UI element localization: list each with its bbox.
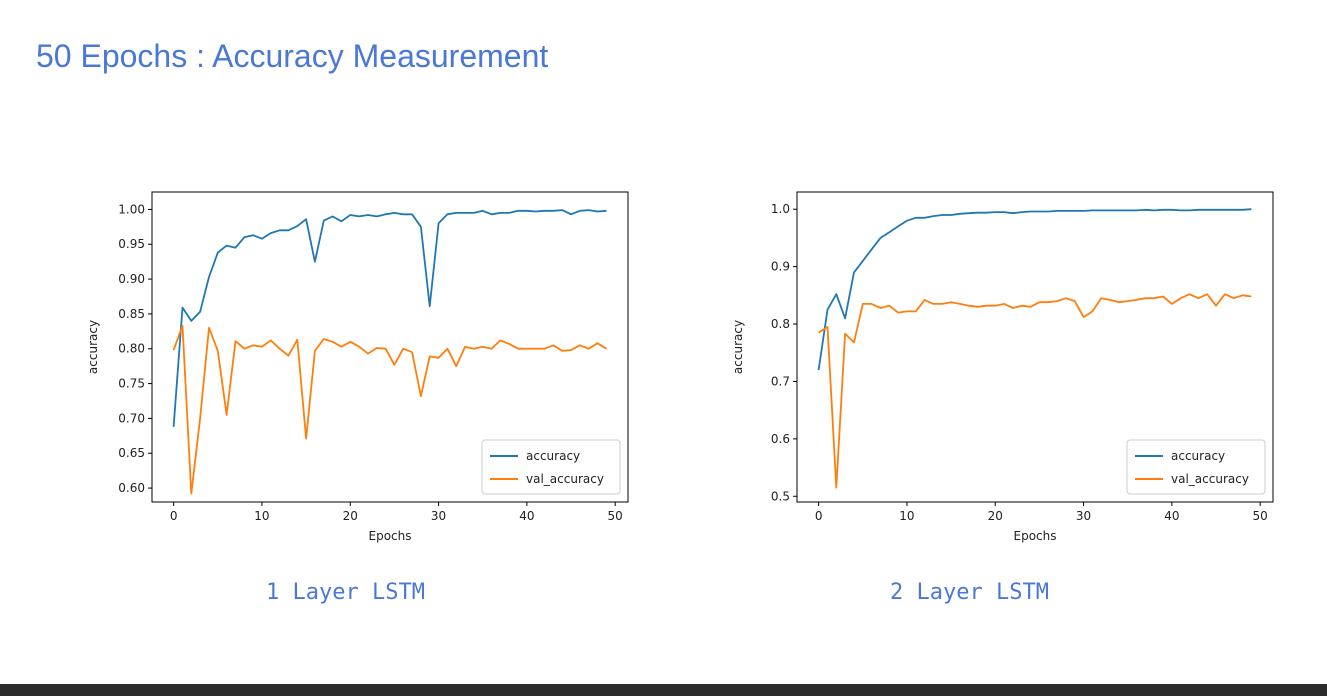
y-tick-label: 0.90: [118, 272, 145, 286]
y-axis-label: accuracy: [86, 320, 100, 374]
accuracy-chart-2: 0 10 20 30 40 50 0.5 0.6 0.7 0.8 0.9 1.0 Epochs accur…: [731, 191, 1274, 543]
chart-2-layer-lstm: 0 10 20 30 40 50 0.5 0.6 0.7 0.8 0.9 1.0 Epochs accur…: [705, 160, 1305, 560]
y-tick-label: 0.5: [771, 489, 790, 503]
x-tick-label: 10: [899, 509, 914, 523]
legend-label-accuracy: accuracy: [526, 449, 580, 463]
x-tick-label: 30: [431, 509, 446, 523]
legend-label-val_accuracy: val_accuracy: [526, 472, 604, 486]
y-tick-label: 0.7: [771, 374, 790, 388]
accuracy-chart-1: 0 10 20 30 40 50 0.60 0.65 0.70 0.75 0.80 0.85 0.90 0…: [86, 191, 629, 543]
plot-frame: [151, 191, 629, 503]
x-tick-label: 0: [170, 509, 178, 523]
x-tick-label: 30: [1076, 509, 1091, 523]
caption-2-layer-lstm: 2 Layer LSTM: [890, 580, 1049, 605]
x-tick-label: 40: [1164, 509, 1179, 523]
legend-label-accuracy: accuracy: [1171, 449, 1225, 463]
legend-box: [1126, 439, 1266, 495]
series-line-val_accuracy: [818, 293, 1252, 489]
series-line-accuracy: [817, 208, 1252, 371]
y-tick-label: 0.6: [771, 432, 790, 446]
y-tick-label: 0.85: [118, 307, 145, 321]
y-tick-label: 0.70: [118, 411, 145, 425]
series-line-val_accuracy: [172, 324, 607, 495]
y-axis-label: accuracy: [731, 320, 745, 374]
caption-1-layer-lstm: 1 Layer LSTM: [266, 580, 425, 605]
y-tick-label: 0.95: [118, 237, 145, 251]
x-axis-label: Epochs: [369, 529, 412, 543]
x-tick-label: 40: [519, 509, 534, 523]
plot-frame: [796, 191, 1274, 503]
y-tick-label: 0.8: [771, 317, 790, 331]
y-tick-label: 0.9: [771, 260, 790, 274]
x-tick-label: 20: [343, 509, 358, 523]
legend-label-val_accuracy: val_accuracy: [1171, 472, 1249, 486]
x-tick-label: 50: [608, 509, 623, 523]
y-tick-label: 0.80: [118, 342, 145, 356]
legend-box: [481, 439, 621, 495]
chart-1-layer-lstm: 0 10 20 30 40 50 0.60 0.65 0.70 0.75 0.80 0.85 0.90 0…: [60, 160, 660, 560]
slide-title: 50 Epochs : Accuracy Measurement: [36, 38, 549, 74]
x-tick-label: 0: [815, 509, 823, 523]
y-tick-label: 0.60: [118, 481, 145, 495]
y-tick-label: 0.75: [118, 377, 145, 391]
x-tick-label: 50: [1253, 509, 1268, 523]
x-tick-label: 20: [988, 509, 1003, 523]
y-tick-label: 1.00: [118, 202, 145, 216]
y-tick-label: 0.65: [118, 446, 145, 460]
y-tick-label: 1.0: [771, 202, 790, 216]
x-tick-label: 10: [254, 509, 269, 523]
bottom-bar: [0, 684, 1327, 696]
x-axis-label: Epochs: [1014, 529, 1057, 543]
series-line-accuracy: [172, 209, 607, 427]
